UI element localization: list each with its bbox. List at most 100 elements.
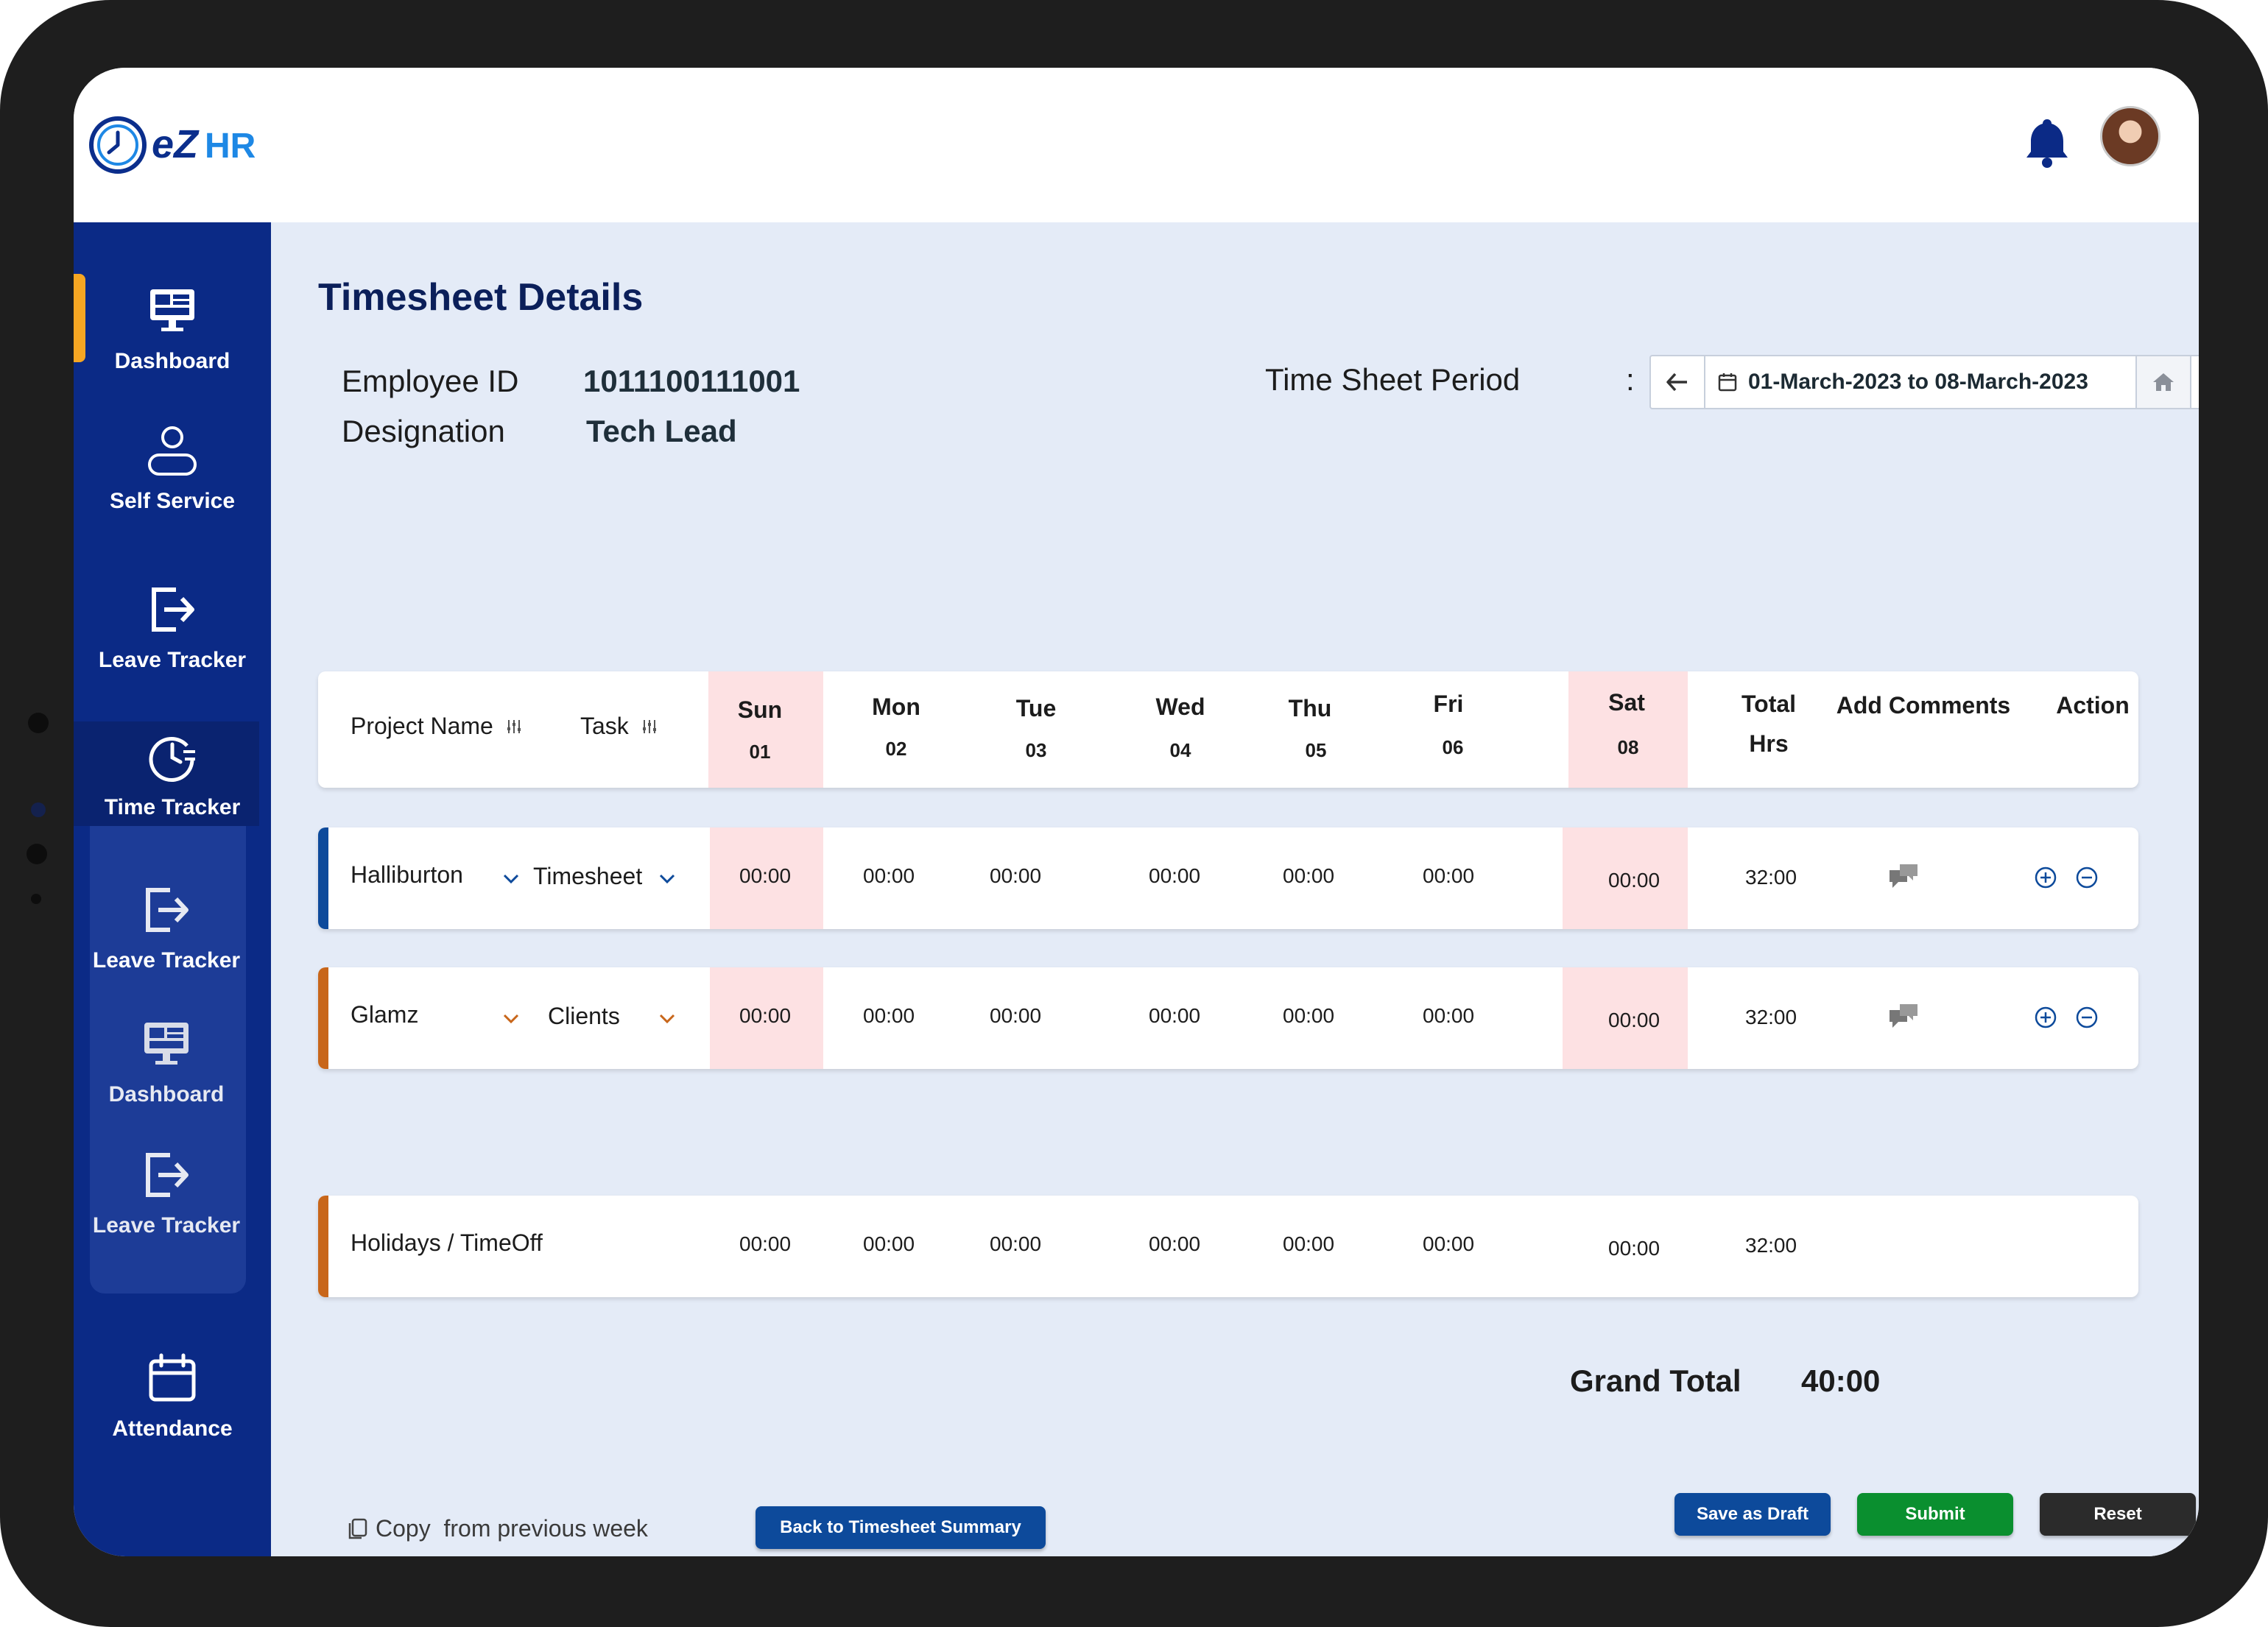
row-total: 32:00: [1745, 1006, 1797, 1028]
hours-mon[interactable]: 00:00: [863, 1004, 915, 1027]
logout-arrow-icon: [137, 880, 196, 939]
sidebar-item-leave-tracker[interactable]: Leave Tracker: [74, 580, 271, 673]
sidebar-item-label: Leave Tracker: [92, 1213, 241, 1238]
designation-value: Tech Lead: [586, 414, 737, 448]
monitor-icon: [143, 281, 202, 340]
brand-logo[interactable]: eZ HR: [74, 68, 271, 222]
hours-tue[interactable]: 00:00: [990, 1004, 1042, 1027]
remove-row-icon[interactable]: [2075, 1006, 2099, 1029]
project-select[interactable]: Glamz: [351, 1001, 418, 1028]
task-select[interactable]: Timesheet: [533, 863, 642, 890]
hours-thu[interactable]: 00:00: [1283, 864, 1335, 887]
hours-wed[interactable]: 00:00: [1149, 1004, 1201, 1027]
sidebar-item-dashboard[interactable]: Dashboard: [74, 281, 271, 374]
project-select[interactable]: Halliburton: [351, 861, 463, 889]
col-date-wed: 04: [1169, 739, 1191, 761]
user-avatar[interactable]: [2100, 106, 2160, 166]
comments-icon[interactable]: [1888, 1003, 1920, 1031]
save-draft-button[interactable]: Save as Draft: [1674, 1493, 1831, 1536]
holiday-total: 32:00: [1745, 1234, 1797, 1257]
sidebar-item-label: Leave Tracker: [98, 648, 247, 672]
col-action: Action: [2056, 692, 2130, 719]
col-date-sun: 01: [749, 741, 771, 763]
hours-thu[interactable]: 00:00: [1283, 1004, 1335, 1027]
task-value: Clients: [548, 1003, 620, 1029]
project-value: Halliburton: [351, 861, 463, 888]
monitor-icon: [137, 1014, 196, 1073]
sidebar-item-label: Dashboard: [108, 1082, 225, 1107]
hours-sat[interactable]: 00:00: [1608, 869, 1660, 892]
sidebar-item-label: Self Service: [109, 489, 236, 513]
hours-sun[interactable]: 00:00: [739, 864, 792, 887]
hours-sat[interactable]: 00:00: [1608, 1009, 1660, 1031]
saturday-highlight: [1563, 827, 1688, 929]
page-title: Timesheet Details: [318, 276, 644, 319]
holiday-hours-wed: 00:00: [1149, 1232, 1201, 1255]
chevron-down-icon[interactable]: [502, 873, 520, 885]
sidebar-item-attendance[interactable]: Attendance: [74, 1349, 271, 1441]
device-sensor-dot: [27, 844, 47, 864]
col-day-tue: Tue: [1015, 695, 1057, 721]
col-project-name[interactable]: Project Name: [351, 713, 521, 740]
top-bar: eZ HR: [74, 68, 2199, 222]
copy-icon: [348, 1518, 367, 1539]
col-date-thu: 05: [1305, 739, 1327, 761]
col-total-hrs: Hrs: [1749, 730, 1789, 757]
sort-icon: [642, 719, 656, 733]
hours-mon[interactable]: 00:00: [863, 864, 915, 887]
bell-icon[interactable]: [2018, 113, 2077, 172]
person-icon: [143, 421, 202, 480]
comments-icon[interactable]: [1888, 863, 1920, 891]
home-period-button[interactable]: [2135, 356, 2190, 408]
chevron-down-icon[interactable]: [658, 873, 676, 885]
submit-button[interactable]: Submit: [1857, 1493, 2013, 1536]
add-row-icon[interactable]: [2034, 866, 2057, 889]
sidebar-item-time-tracker[interactable]: Time Tracker: [74, 727, 271, 820]
chevron-down-icon[interactable]: [658, 1013, 676, 1025]
col-day-thu: Thu: [1288, 695, 1332, 721]
period-selector: 01-March-2023 to 08-March-2023: [1649, 355, 2199, 409]
table-row: Glamz Clients 00:00 00:00 00:00 00:00 00…: [318, 967, 2138, 1069]
holiday-hours-mon: 00:00: [863, 1232, 915, 1255]
employee-id-value: 1011100111001: [583, 364, 800, 398]
hours-sun[interactable]: 00:00: [739, 1004, 792, 1027]
sidebar-item-label: Dashboard: [114, 349, 230, 373]
sidebar-submenu-dashboard[interactable]: Dashboard: [74, 1014, 259, 1107]
svg-text:eZ: eZ: [152, 122, 200, 166]
prev-period-button[interactable]: [1651, 356, 1705, 408]
period-date-field[interactable]: 01-March-2023 to 08-March-2023: [1705, 356, 2135, 408]
sidebar-item-label: Leave Tracker: [92, 948, 241, 973]
holiday-hours-sat: 00:00: [1608, 1237, 1660, 1260]
back-to-summary-button[interactable]: Back to Timesheet Summary: [756, 1506, 1046, 1549]
period-colon: :: [1626, 362, 1635, 397]
sidebar-submenu-leave-tracker[interactable]: Leave Tracker: [74, 880, 259, 973]
hours-wed[interactable]: 00:00: [1149, 864, 1201, 887]
chevron-down-icon[interactable]: [502, 1013, 520, 1025]
sunday-highlight: [708, 671, 823, 788]
col-add-comments: Add Comments: [1836, 692, 2011, 719]
copy-previous-week-link[interactable]: Copy from previous week: [346, 1515, 648, 1542]
hours-fri[interactable]: 00:00: [1423, 1004, 1475, 1027]
sidebar-submenu-leave-tracker-2[interactable]: Leave Tracker: [74, 1146, 259, 1238]
svg-text:HR: HR: [205, 127, 256, 166]
task-select[interactable]: Clients: [548, 1003, 620, 1030]
col-task[interactable]: Task: [580, 713, 657, 740]
table-header: Project Name Task Sun 01 Mon 02 Tue 03 W…: [318, 671, 2138, 788]
add-row-icon[interactable]: [2034, 1006, 2057, 1029]
holiday-hours-thu: 00:00: [1283, 1232, 1335, 1255]
grand-total-label: Grand Total: [1570, 1363, 1742, 1398]
remove-row-icon[interactable]: [2075, 866, 2099, 889]
col-day-sun: Sun: [737, 696, 783, 723]
table-row: Halliburton Timesheet 00:00 00:00 00:00 …: [318, 827, 2138, 929]
clock-icon: [143, 727, 202, 786]
sunday-highlight: [710, 967, 823, 1069]
col-task-label: Task: [580, 713, 629, 739]
sidebar-item-self-service[interactable]: Self Service: [74, 421, 271, 514]
next-period-button[interactable]: [2190, 356, 2199, 408]
hours-fri[interactable]: 00:00: [1423, 864, 1475, 887]
reset-button[interactable]: Reset: [2040, 1493, 2196, 1536]
col-day-fri: Fri: [1433, 691, 1464, 717]
col-date-sat: 08: [1617, 736, 1639, 758]
employee-id-label: Employee ID: [342, 364, 519, 398]
hours-tue[interactable]: 00:00: [990, 864, 1042, 887]
